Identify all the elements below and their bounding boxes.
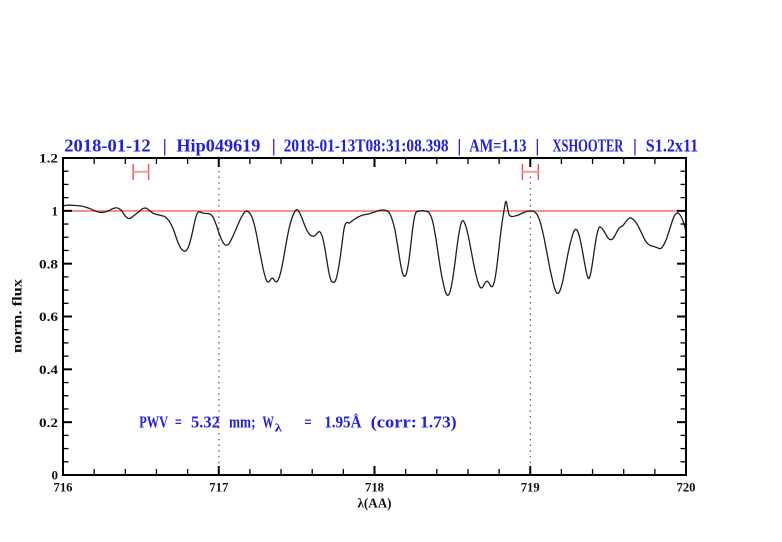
svg-text:1.73): 1.73) [420, 413, 457, 432]
svg-text:720: 720 [677, 480, 696, 495]
svg-text:mm;: mm; [229, 413, 256, 432]
svg-text:5.32: 5.32 [191, 413, 220, 432]
svg-text:|: | [633, 135, 637, 155]
svg-text:0.4: 0.4 [39, 362, 59, 377]
svg-text:|: | [535, 135, 539, 155]
svg-text:1: 1 [52, 203, 59, 218]
svg-text:717: 717 [209, 480, 228, 495]
svg-text:=: = [304, 413, 311, 432]
svg-text:norm. flux: norm. flux [10, 279, 25, 353]
svg-text:1.95Å: 1.95Å [324, 413, 362, 432]
svg-text:S1.2x11: S1.2x11 [646, 135, 698, 155]
svg-text:2018-01-12: 2018-01-12 [64, 135, 150, 155]
svg-text:PWV: PWV [139, 413, 168, 432]
svg-text:=: = [175, 413, 182, 432]
svg-text:AM=1.13: AM=1.13 [469, 135, 526, 155]
svg-text:0.6: 0.6 [39, 309, 59, 324]
svg-text:(corr:: (corr: [371, 413, 417, 432]
svg-text:XSHOOTER: XSHOOTER [553, 135, 624, 155]
svg-text:W: W [262, 413, 274, 432]
svg-text:|: | [457, 135, 461, 155]
svg-text:0.8: 0.8 [39, 256, 59, 271]
svg-text:Hip049619: Hip049619 [176, 135, 260, 155]
svg-text:1.2: 1.2 [39, 151, 58, 166]
svg-text:718: 718 [365, 480, 384, 495]
svg-text:|: | [272, 135, 276, 155]
svg-text:0.2: 0.2 [39, 415, 58, 430]
svg-text:λ: λ [275, 421, 282, 435]
svg-text:716: 716 [54, 480, 73, 495]
svg-text:λ(AA): λ(AA) [358, 496, 392, 511]
svg-text:0: 0 [52, 468, 59, 483]
svg-text:2018-01-13T08:31:08.398: 2018-01-13T08:31:08.398 [284, 135, 449, 155]
svg-text:|: | [163, 135, 167, 155]
svg-text:719: 719 [521, 480, 540, 495]
